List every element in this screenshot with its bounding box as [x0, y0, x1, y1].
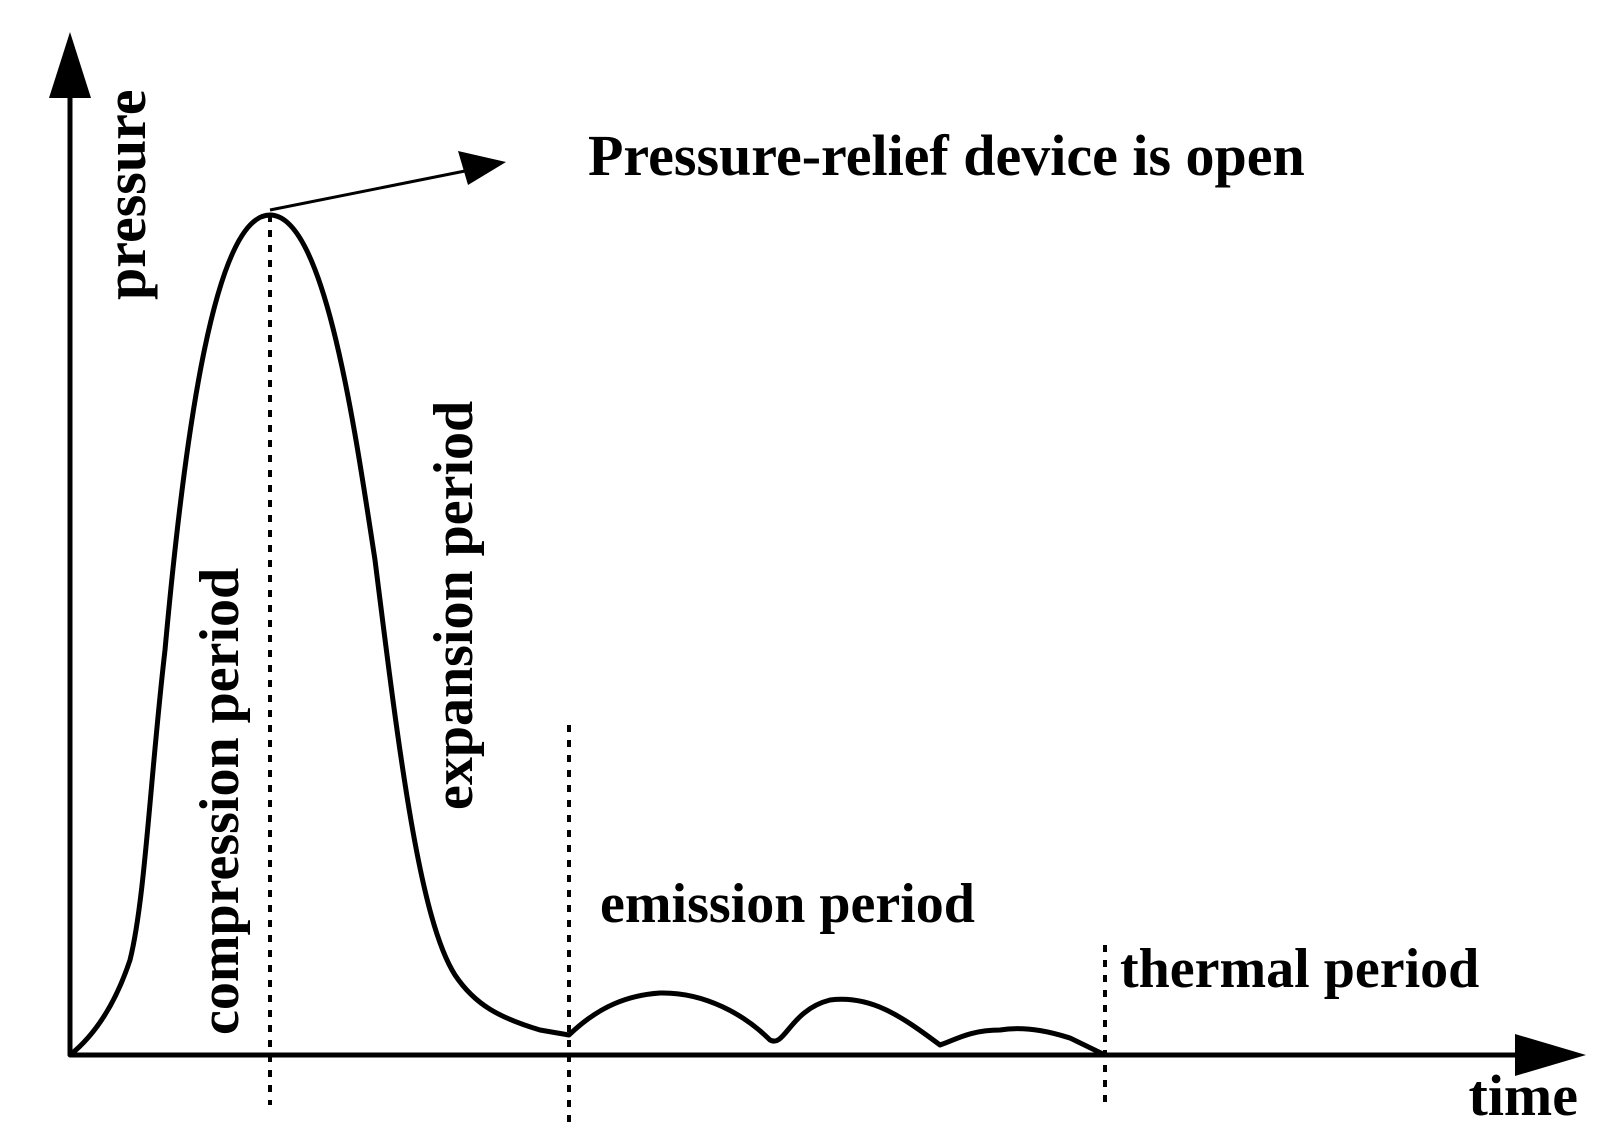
compression-period-label: compression period	[189, 568, 251, 1035]
thermal-period-label: thermal period	[1120, 938, 1479, 1000]
annotation-label: Pressure-relief device is open	[588, 123, 1305, 188]
phase-dividers	[268, 215, 1107, 1130]
emission-period-label: emission period	[600, 873, 975, 935]
axes	[67, 85, 1530, 1058]
annotation-arrowhead	[458, 151, 506, 185]
x-axis-arrowhead	[1515, 1034, 1586, 1076]
expansion-period-label: expansion period	[423, 401, 485, 810]
x-axis-label: time	[1469, 1063, 1579, 1128]
pressure-curve	[67, 212, 1108, 1058]
y-axis-label: pressure	[93, 89, 158, 300]
y-axis-arrowhead	[49, 32, 91, 98]
annotation-arrow-line	[269, 168, 471, 212]
